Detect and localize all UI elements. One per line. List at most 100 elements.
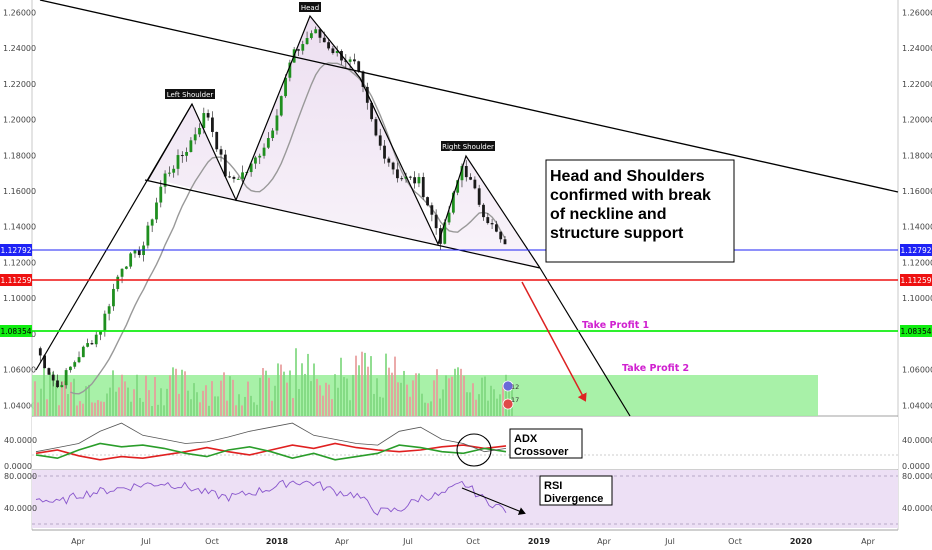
candle-48 — [241, 172, 244, 179]
volume-bar-61 — [217, 396, 219, 416]
volume-bar-139 — [451, 376, 453, 416]
volume-bar-36 — [142, 401, 144, 416]
volume-bar-79 — [271, 400, 273, 416]
volume-bar-48 — [178, 393, 180, 416]
price-axis-left: 1.26000 1.24000 1.22000 1.20000 1.18000 1.160… — [3, 8, 36, 410]
volume-bar-66 — [232, 379, 234, 416]
volume-bar-94 — [316, 378, 318, 416]
candle-34 — [180, 155, 184, 157]
callout-line-4: structure support — [550, 225, 684, 242]
time-axis: Apr Jul Oct 2018 Apr Jul Oct 2019 Apr Jul Oct 2020 A… — [71, 537, 876, 546]
svg-text:1.12792: 1.12792 — [900, 246, 931, 255]
volume-bar-118 — [388, 367, 390, 416]
volume-bar-63 — [223, 372, 225, 416]
volume-bar-20 — [94, 402, 96, 416]
price-tick-right-7: 1.12000 — [902, 258, 932, 267]
candle-89 — [417, 177, 421, 184]
volume-bar-9 — [61, 381, 63, 416]
volume-bar-21 — [97, 400, 99, 416]
price-tick-right-5: 1.16000 — [902, 187, 932, 196]
svg-text:17: 17 — [511, 396, 519, 404]
candle-90 — [421, 177, 425, 198]
volume-bar-103 — [343, 377, 345, 416]
svg-text:12: 12 — [511, 383, 519, 391]
candle-13 — [90, 343, 94, 345]
volume-bar-25 — [109, 387, 111, 416]
volume-bar-60 — [214, 396, 216, 416]
candle-100 — [464, 165, 468, 178]
candle-92 — [430, 205, 434, 215]
volume-bar-109 — [361, 351, 363, 416]
volume-bar-78 — [268, 377, 270, 416]
candle-11 — [81, 346, 85, 358]
crossover-circle — [456, 433, 492, 467]
candle-18 — [112, 288, 115, 307]
volume-bar-157 — [505, 374, 507, 416]
candle-53 — [262, 147, 266, 156]
volume-bar-42 — [160, 388, 162, 416]
candle-7 — [64, 370, 68, 386]
event-icon-2[interactable]: 17 — [502, 396, 519, 410]
volume-bar-153 — [493, 389, 495, 416]
volume-bar-95 — [319, 385, 321, 416]
price-axis-right: 1.26000 1.24000 1.22000 1.20000 1.18000 1.160… — [902, 8, 932, 410]
volume-bar-75 — [259, 377, 261, 416]
volume-bar-2 — [40, 388, 42, 416]
label-left-shoulder: Left Shoulder — [165, 89, 215, 99]
volume-bar-26 — [112, 370, 114, 416]
volume-bar-127 — [415, 373, 417, 416]
candle-36 — [189, 140, 193, 152]
price-tick-left-10: 1.06000 — [3, 366, 36, 375]
candle-15 — [99, 331, 102, 335]
candle-6 — [60, 385, 64, 388]
candle-29 — [159, 186, 163, 203]
volume-bar-155 — [499, 394, 501, 416]
divergence-arrow — [461, 487, 526, 515]
time-tick-7: 2019 — [528, 537, 551, 546]
candle-52 — [258, 155, 262, 158]
volume-bar-142 — [460, 368, 462, 416]
time-tick-9: Jul — [664, 537, 675, 546]
volume-bar-47 — [175, 368, 177, 416]
callout-line-3: of neckline and — [550, 206, 666, 223]
volume-bar-3 — [43, 367, 45, 416]
candle-69 — [331, 48, 335, 54]
candle-33 — [176, 155, 180, 169]
volume-bar-35 — [139, 397, 141, 416]
volume-bar-86 — [292, 398, 294, 416]
volume-bar-45 — [169, 375, 171, 416]
candle-76 — [361, 71, 365, 87]
volume-bar-128 — [418, 373, 420, 416]
candle-97 — [451, 192, 455, 213]
level-badge-right-current: 1.12792 — [900, 244, 932, 256]
volume-bar-68 — [238, 394, 240, 416]
volume-bar-135 — [439, 398, 441, 416]
candle-20 — [120, 268, 124, 277]
rsi-tick-right-0: 80.0000 — [902, 472, 932, 481]
candle-67 — [322, 37, 326, 43]
candle-98 — [456, 180, 460, 193]
candle-4 — [51, 374, 55, 381]
level-badge-right-breakdown: 1.11259 — [900, 274, 932, 286]
volume-bar-53 — [193, 383, 195, 416]
candle-63 — [305, 38, 309, 45]
candle-101 — [469, 177, 472, 180]
volume-bar-111 — [367, 366, 369, 416]
volume-bar-84 — [286, 382, 288, 416]
candle-37 — [193, 134, 197, 141]
volume-bar-56 — [202, 390, 204, 416]
svg-text:Crossover: Crossover — [514, 446, 569, 458]
candle-74 — [353, 59, 356, 62]
event-icon-1[interactable]: 12 — [502, 380, 519, 392]
volume-bar-8 — [58, 405, 60, 416]
candle-102 — [473, 179, 477, 189]
volume-bar-72 — [250, 395, 252, 416]
candle-79 — [374, 119, 378, 136]
volume-bar-113 — [373, 393, 375, 416]
volume-bar-51 — [187, 390, 189, 416]
candle-1 — [38, 348, 42, 356]
volume-bar-7 — [55, 383, 57, 416]
time-tick-0: Apr — [71, 537, 86, 546]
